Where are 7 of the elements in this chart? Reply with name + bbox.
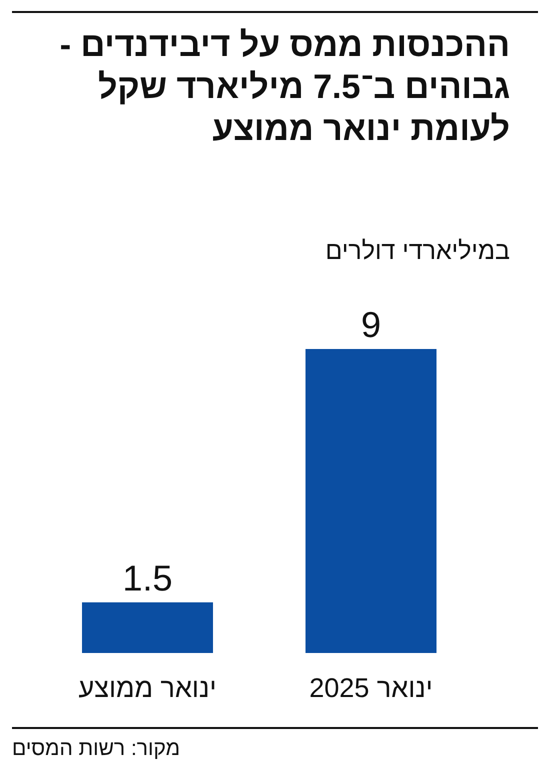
data-label: 9 xyxy=(360,304,382,345)
x-tick-label: ינואר ממוצע xyxy=(78,673,216,703)
chart-subtitle: במיליארדי דולרים xyxy=(325,236,510,266)
text: מקור: רשות המסים xyxy=(12,736,180,762)
chart-title: ההכנסות ממס על דיבידנדים - גבוהים ב־7.5 מיליארד שקל לעומת ינואר ממוצע xyxy=(58,25,510,150)
x-tick-label: ינואר 2025 xyxy=(309,673,433,703)
data-label: 1.5 xyxy=(122,557,173,598)
